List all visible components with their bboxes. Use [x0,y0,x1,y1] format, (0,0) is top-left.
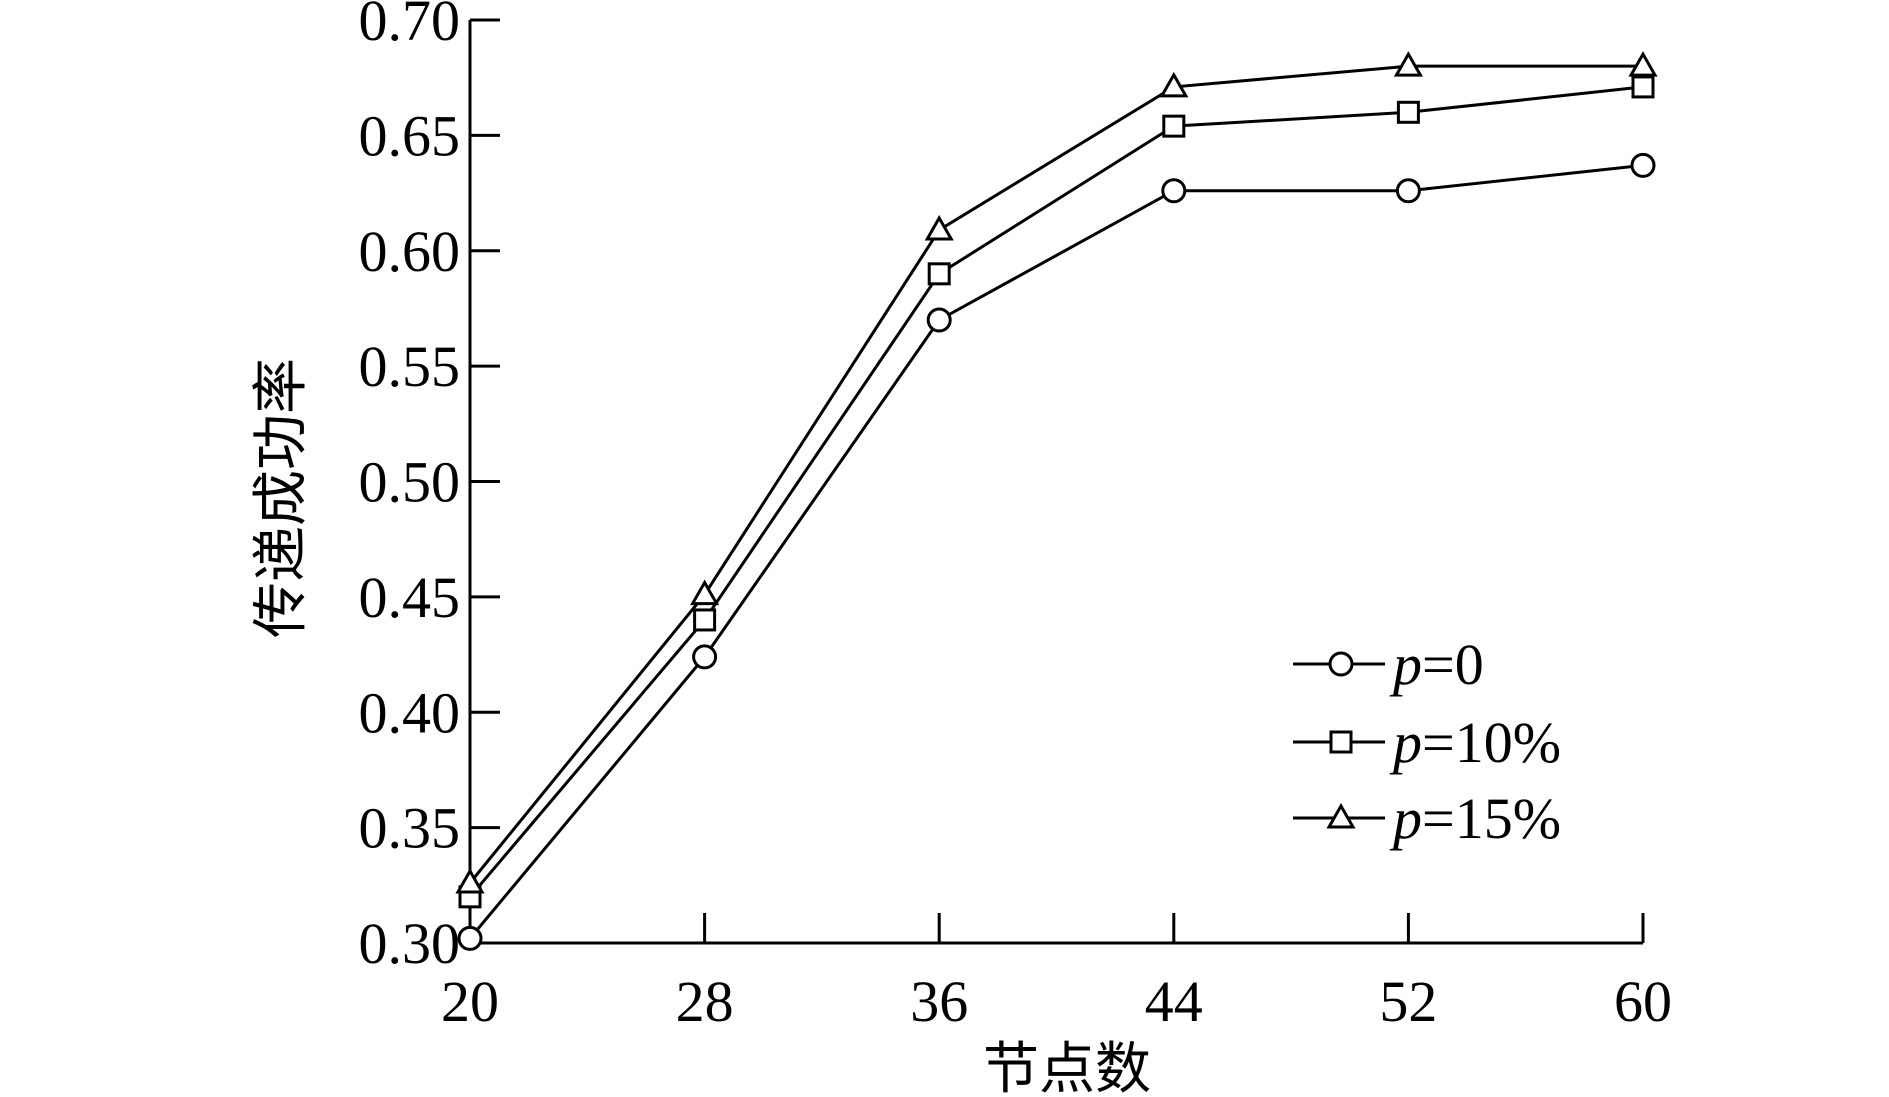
data-point-circle [926,307,952,333]
legend-entry: p=15% [1293,786,1561,851]
data-point-square [1631,75,1655,99]
legend-marker-triangle [1326,802,1356,829]
legend-label-var: p [1389,632,1422,697]
x-tick-label: 28 [676,969,734,1034]
y-tick-label: 0.40 [359,680,461,745]
y-tick-label: 0.65 [359,103,461,168]
series-line [468,64,1643,884]
data-point-square [927,262,951,286]
series-circle [457,152,1656,951]
x-tick-label: 44 [1145,969,1203,1034]
legend-entry: p=10% [1293,710,1561,775]
y-tick-label: 0.60 [359,219,461,284]
data-point-circle [1630,152,1656,178]
data-point-circle [692,644,718,670]
data-point-triangle [1628,51,1658,77]
y-tick-label: 0.55 [359,334,461,399]
data-point-circle [457,925,483,951]
x-axis-ticks: 20 28 36 44 52 60 [441,913,1672,1034]
x-axis-title: 节点数 [983,1037,1151,1097]
y-axis-title: 传递成功率 [249,358,314,638]
data-point-triangle [690,579,720,606]
data-point-triangle [1393,51,1423,77]
legend-label-value: =10% [1422,710,1561,775]
x-tick-label: 36 [910,969,968,1034]
y-tick-label: 0.70 [359,0,461,53]
legend-label: p=0 [1389,632,1484,697]
legend-label: p=15% [1389,786,1561,851]
y-axis-ticks: 0.30 0.35 0.40 0.45 0.50 0.55 0.60 0.65 0.70 [359,0,500,976]
y-tick-label: 0.35 [359,796,461,861]
series-square [458,75,1655,909]
data-point-circle [1395,178,1421,204]
data-point-square [693,608,717,632]
y-tick-label: 0.45 [359,565,461,630]
x-tick-label: 20 [441,969,499,1034]
data-point-triangle [455,867,485,894]
legend: p=0p=10%p=15% [1293,632,1561,851]
legend-entry: p=0 [1293,632,1484,697]
series-line [468,163,1644,940]
data-point-circle [1161,178,1187,204]
data-point-square [1162,114,1186,138]
x-tick-label: 52 [1379,969,1437,1034]
data-point-square [1396,100,1420,124]
data-point-triangle [924,214,954,241]
legend-label-var: p [1389,786,1422,851]
legend-label: p=10% [1389,710,1561,775]
x-tick-label: 60 [1614,969,1672,1034]
legend-marker-circle [1328,651,1354,677]
legend-label-value: =0 [1422,632,1484,697]
legend-label-value: =15% [1422,786,1561,851]
series-layer [455,51,1658,951]
y-tick-label: 0.30 [359,911,461,976]
legend-marker-square [1329,730,1353,754]
series-triangle [455,51,1658,894]
data-point-triangle [1159,71,1189,98]
y-tick-label: 0.50 [359,450,461,515]
series-line [468,85,1644,898]
legend-label-var: p [1389,710,1422,775]
